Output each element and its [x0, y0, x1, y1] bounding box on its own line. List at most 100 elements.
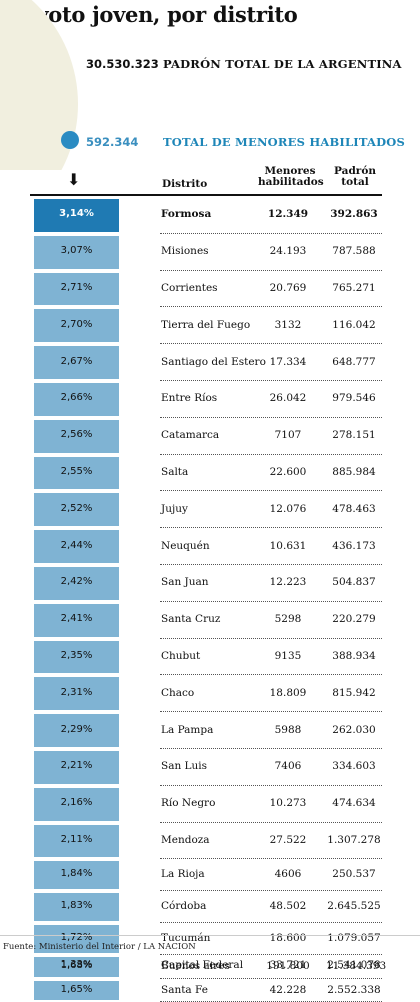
district-name: San Luis [161, 760, 208, 773]
table-row: 2,35% Chubut 9135 388.934 [0, 639, 420, 676]
percent-bar [34, 824, 119, 858]
padron-value: 504.837 [332, 576, 376, 589]
percent-label: 2,11% [60, 833, 93, 845]
menores-value: 12.076 [269, 502, 307, 515]
column-header-distrito: Distrito [162, 178, 208, 190]
header-rule [30, 194, 382, 196]
district-name: Formosa [161, 208, 212, 221]
percent-label: 2,55% [60, 465, 93, 477]
padron-value: 1.307.278 [327, 833, 381, 846]
district-name: Catamarca [161, 429, 220, 442]
table-row: 2,16% Río Negro 10.273 474.634 [0, 786, 420, 823]
percent-label: 2,41% [60, 613, 93, 625]
row-separator [160, 379, 382, 381]
percent-label: 2,16% [60, 797, 93, 809]
percent-label: 2,21% [60, 760, 93, 772]
source-rule [0, 935, 420, 936]
percent-label: 2,56% [60, 429, 93, 441]
table-row: 2,29% La Pampa 5988 262.030 [0, 712, 420, 749]
padron-value: 278.151 [332, 429, 376, 442]
padron-value: 220.279 [332, 613, 376, 626]
district-name: Misiones [161, 245, 209, 258]
row-separator [160, 674, 382, 676]
row-separator [160, 563, 382, 565]
row-separator [160, 416, 382, 418]
column-header-padron: Padrón total [330, 166, 380, 188]
table-row: 2,11% Mendoza 27.522 1.307.278 [0, 823, 420, 860]
percent-label: 2,67% [60, 355, 93, 367]
menores-value: 12.223 [269, 576, 307, 589]
percent-label: 1,72% [60, 932, 93, 944]
row-separator [160, 890, 382, 892]
percent-bar [34, 235, 119, 269]
padron-value: 474.634 [332, 797, 376, 810]
percent-bar [34, 419, 119, 453]
row-separator [160, 922, 382, 924]
district-name: Capital Federal [161, 959, 244, 972]
district-name: Santa Cruz [161, 613, 221, 626]
percent-label: 2,29% [60, 723, 93, 735]
percent-bar [34, 346, 119, 379]
percent-label: 2,35% [60, 649, 93, 661]
percent-label: 1,65% [60, 983, 93, 995]
percent-bar [34, 893, 119, 922]
row-separator [160, 954, 382, 956]
percent-bar [34, 272, 119, 306]
row-separator [160, 821, 382, 823]
table-row: 2,52% Jujuy 12.076 478.463 [0, 491, 420, 529]
menores-circle [61, 131, 79, 149]
district-name: Santiago del Estero [161, 355, 266, 368]
table-row: 2,70% Tierra del Fuego 3132 116.042 [0, 307, 420, 345]
chart-title: El voto joven, por distrito [6, 2, 298, 27]
table-row: 1,83% Córdoba 48.502 2.645.525 [0, 891, 420, 924]
menores-value: 42.228 [269, 983, 307, 996]
percent-label: 1,83% [60, 900, 93, 912]
padron-value: 2.552.338 [327, 983, 381, 996]
percent-label: 2,52% [60, 502, 93, 514]
row-separator [160, 784, 382, 786]
menores-value: 48.502 [269, 900, 307, 913]
row-separator [160, 637, 382, 639]
menores-value: 7406 [274, 760, 302, 773]
row-separator [160, 232, 382, 234]
table-row: 2,66% Entre Ríos 26.042 979.546 [0, 381, 420, 418]
percent-label: 2,71% [60, 281, 93, 293]
padron-value: 885.984 [332, 465, 376, 478]
padron-value: 2.541.078 [327, 959, 381, 972]
total-padron-value: 30.530.323 [86, 57, 159, 71]
district-name: La Pampa [161, 723, 214, 736]
percent-bar [34, 677, 119, 711]
column-header-menores: Menores habilitados [258, 166, 324, 188]
table-row: 3,07% Misiones 24.193 787.588 [0, 234, 420, 271]
district-name: Entre Ríos [161, 392, 218, 405]
district-name: Santa Fe [161, 983, 208, 996]
row-separator [160, 747, 382, 749]
district-name: Corrientes [161, 281, 218, 294]
percent-label: 2,70% [60, 318, 93, 330]
menores-value: 4606 [274, 868, 302, 881]
table-row: 2,21% San Luis 7406 334.603 [0, 749, 420, 786]
menores-value: 12.349 [267, 208, 309, 221]
percent-label: 3,07% [60, 245, 93, 257]
percent-bar [34, 603, 119, 637]
menores-value: 5298 [274, 613, 302, 626]
menores-value: 17.334 [269, 355, 307, 368]
padron-value: 765.271 [332, 281, 376, 294]
table-row: 2,55% Salta 22.600 885.984 [0, 455, 420, 492]
percent-bar [34, 714, 119, 747]
row-separator [160, 306, 382, 308]
menores-value: 22.600 [269, 465, 307, 478]
district-name: La Rioja [161, 868, 205, 881]
source-note: Fuente: Ministerio del Interior / LA NAC… [3, 942, 196, 952]
percent-bar [34, 383, 119, 416]
column-header-padron-line2: total [341, 176, 369, 188]
padron-value: 334.603 [332, 760, 376, 773]
district-name: Río Negro [161, 797, 216, 810]
row-separator [160, 858, 382, 860]
padron-value: 392.863 [330, 208, 378, 221]
total-menores-label: TOTAL DE MENORES HABILITADOS [163, 135, 406, 149]
percent-bar [34, 567, 119, 600]
table-row: 2,71% Corrientes 20.769 765.271 [0, 271, 420, 308]
menores-value: 9135 [274, 649, 302, 662]
menores-value: 5988 [274, 723, 302, 736]
